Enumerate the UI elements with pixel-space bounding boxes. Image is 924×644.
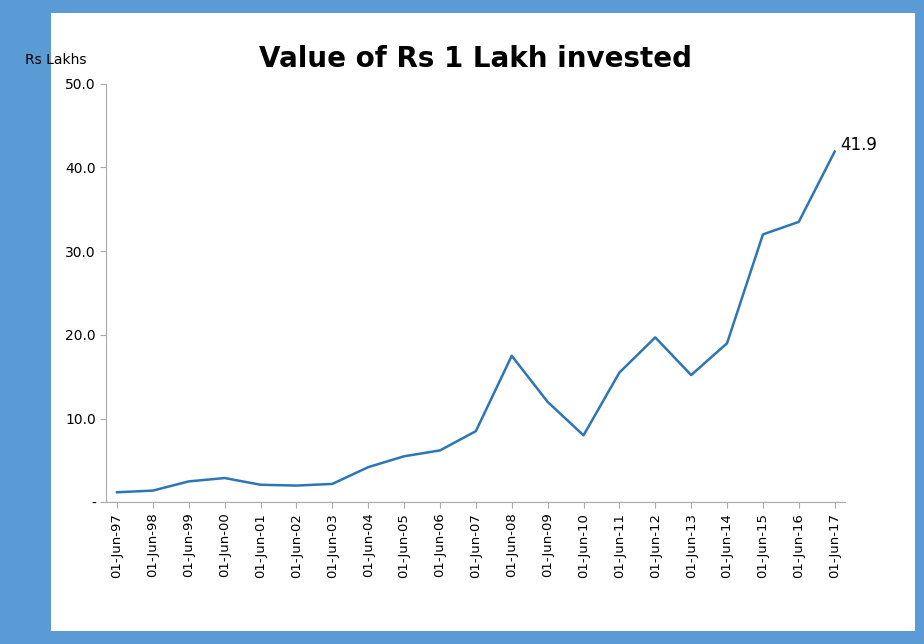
Text: 41.9: 41.9 (840, 136, 877, 154)
Title: Value of Rs 1 Lakh invested: Value of Rs 1 Lakh invested (260, 45, 692, 73)
Text: Rs Lakhs: Rs Lakhs (25, 53, 87, 67)
